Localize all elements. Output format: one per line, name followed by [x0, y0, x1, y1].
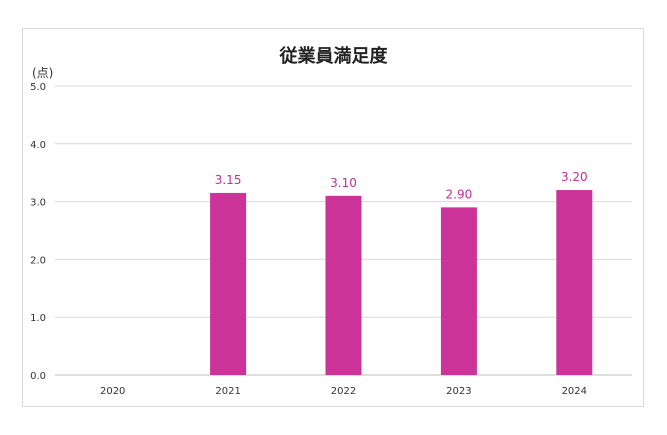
x-tick-label-2021: 2021	[215, 386, 240, 397]
y-tick-label: 3.0	[30, 198, 46, 209]
y-tick-label: 0.0	[30, 371, 46, 382]
bar-2021	[210, 192, 247, 375]
bar-2022	[325, 195, 362, 375]
bar-2023	[440, 207, 477, 375]
x-tick-label-2023: 2023	[446, 386, 471, 397]
data-label-2023: 2.90	[446, 187, 473, 201]
x-tick-label-2022: 2022	[331, 386, 356, 397]
y-tick-label: 5.0	[30, 82, 46, 93]
x-tick-label-2020: 2020	[100, 386, 125, 397]
y-axis-unit-label: (点)	[32, 66, 54, 80]
y-tick-label: 4.0	[30, 140, 46, 151]
y-tick-label: 2.0	[30, 255, 46, 266]
bar-2024	[556, 190, 593, 375]
chart-title: 従業員満足度	[279, 46, 388, 67]
y-tick-label: 1.0	[30, 313, 46, 324]
data-label-2024: 3.20	[561, 170, 588, 184]
x-tick-label-2024: 2024	[562, 386, 587, 397]
data-label-2022: 3.10	[330, 176, 357, 190]
data-label-2021: 3.15	[215, 173, 242, 187]
